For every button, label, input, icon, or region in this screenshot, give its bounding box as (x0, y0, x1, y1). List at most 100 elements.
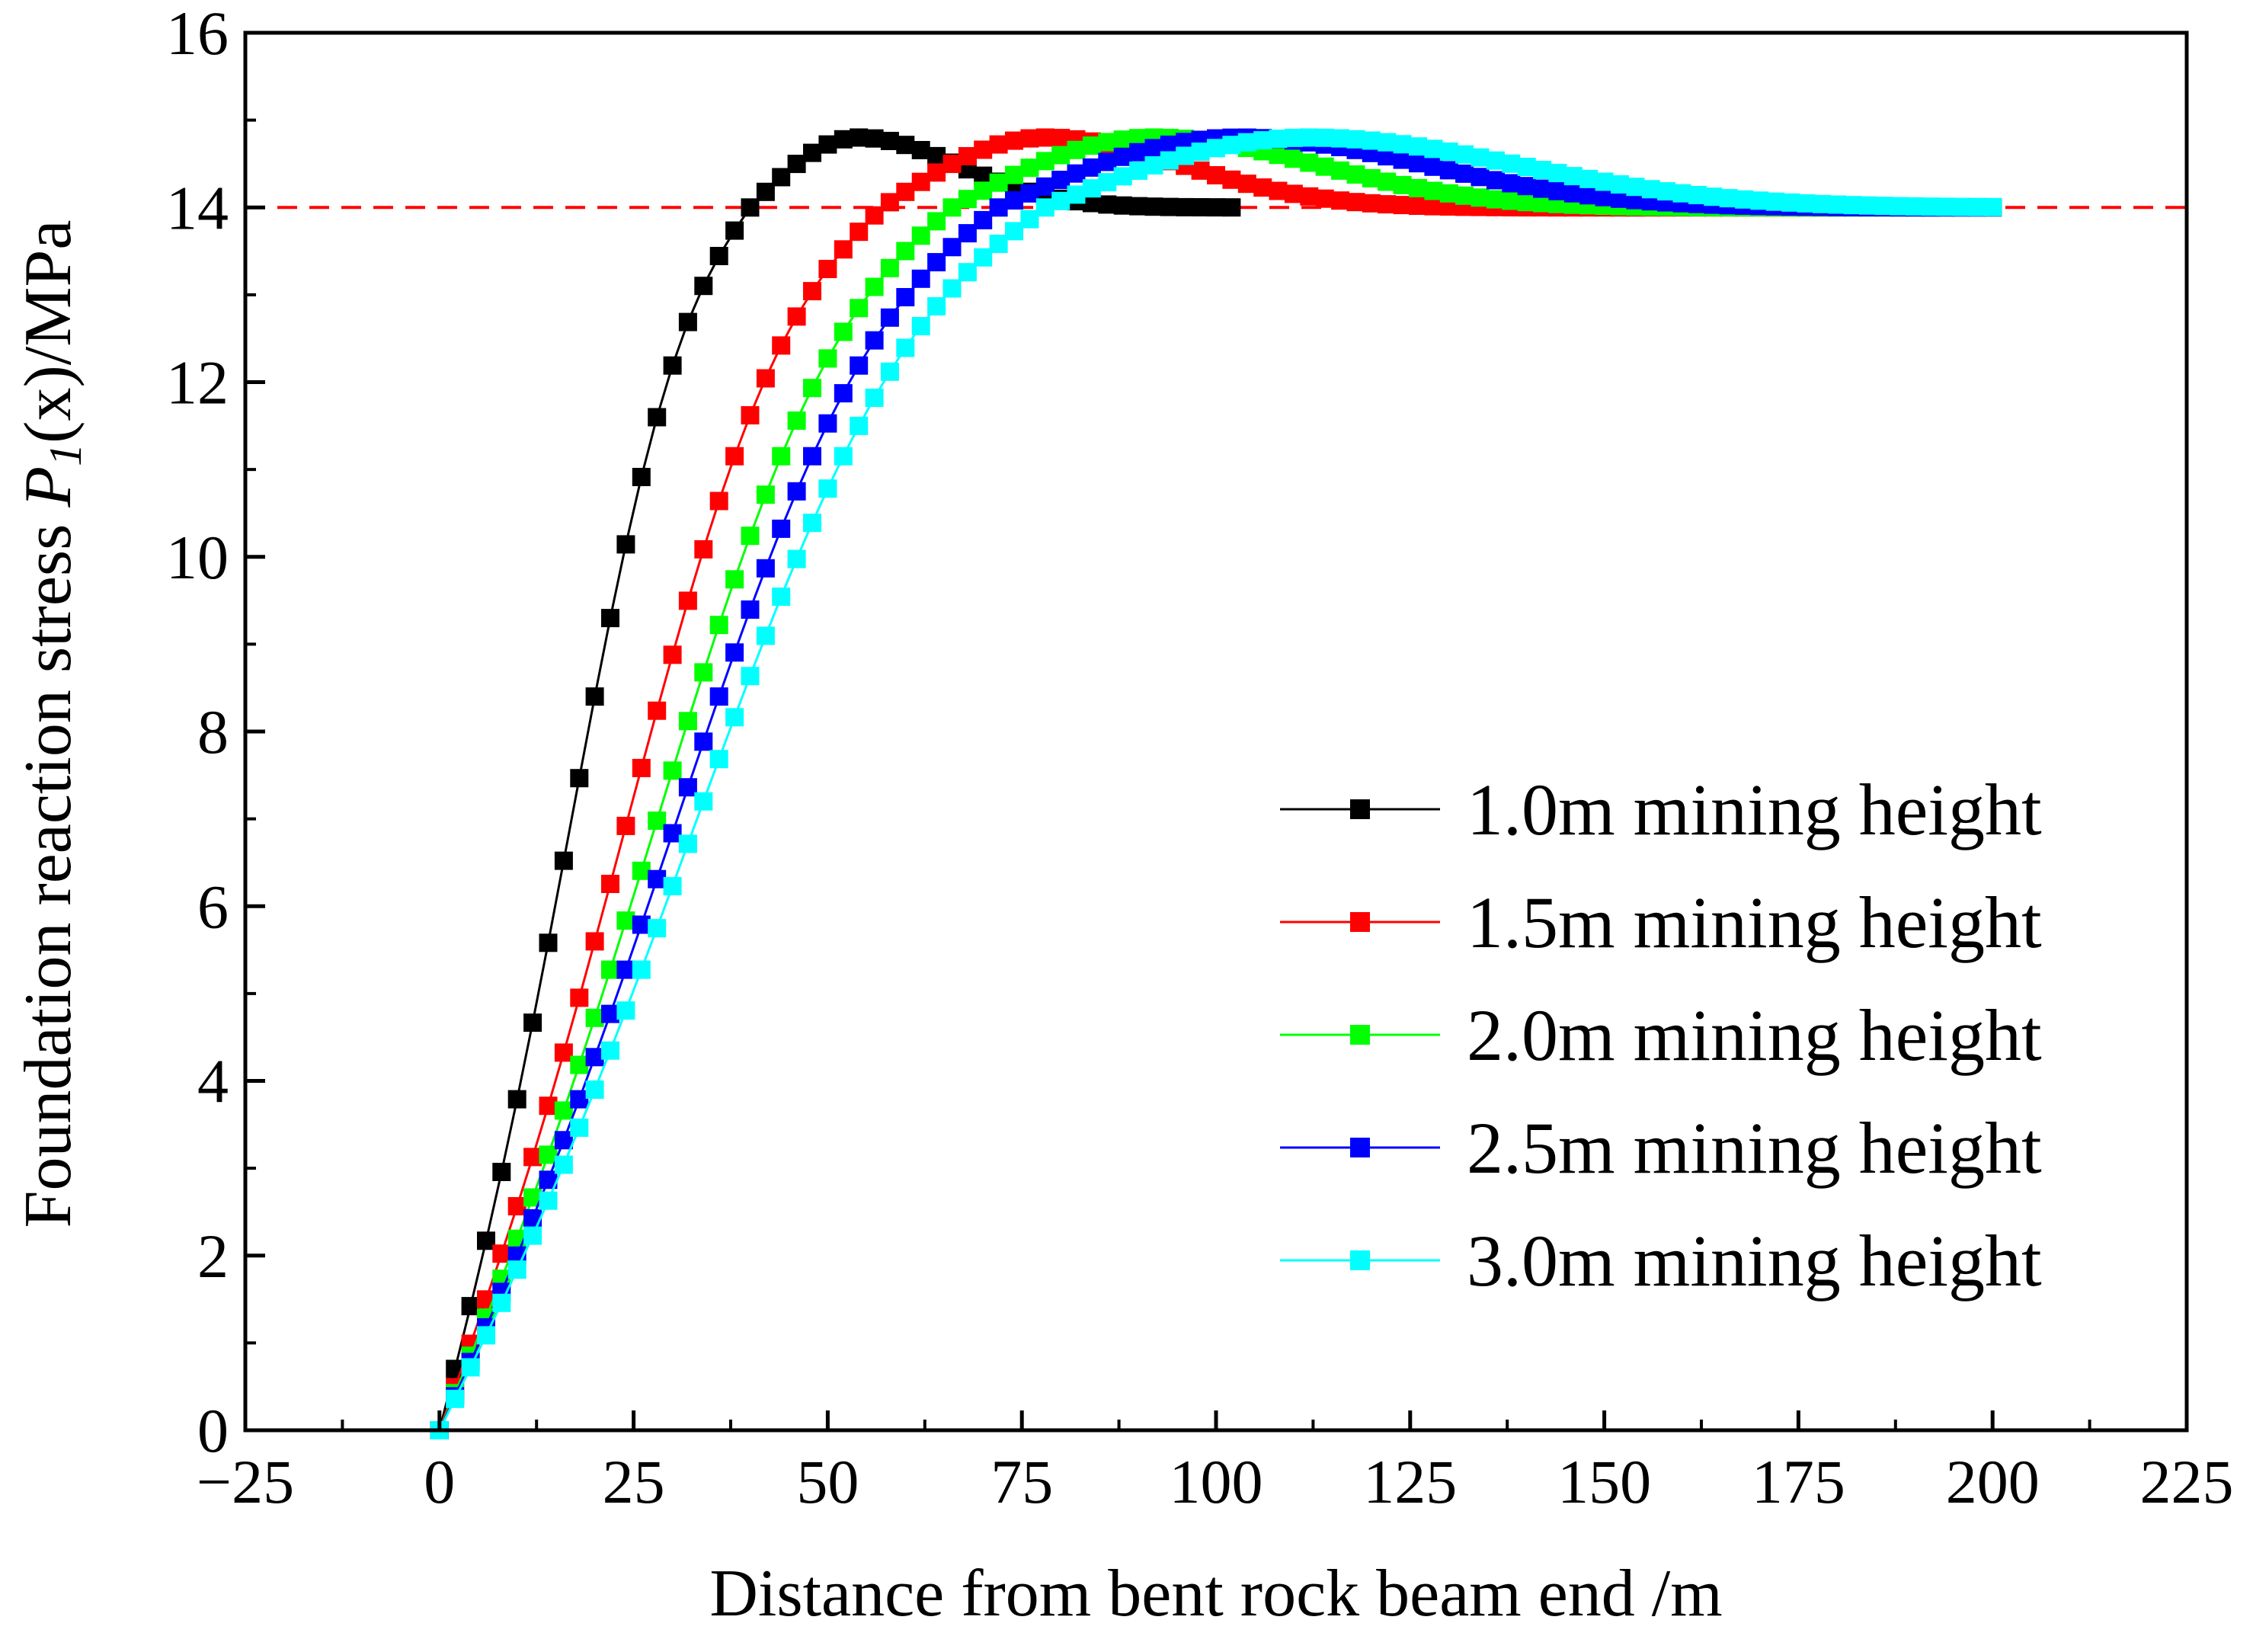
data-point (1595, 172, 1614, 191)
data-point (1082, 158, 1101, 177)
data-point (616, 535, 635, 554)
data-point (725, 221, 744, 240)
data-point (958, 263, 977, 282)
data-point (1424, 181, 1443, 200)
data-point (1222, 170, 1241, 189)
legend-marker (1350, 912, 1370, 932)
data-point (942, 155, 962, 174)
data-point (1517, 177, 1536, 196)
data-point (709, 687, 728, 706)
data-point (1874, 197, 1893, 216)
y-tick-label: 4 (197, 1047, 229, 1116)
data-point (725, 643, 744, 662)
data-point (927, 253, 946, 272)
data-point (865, 129, 884, 148)
data-point (927, 146, 946, 165)
data-point (1005, 222, 1023, 241)
data-point (958, 190, 977, 209)
data-point (1362, 194, 1381, 213)
data-point (539, 1145, 558, 1164)
data-point (523, 1013, 542, 1032)
data-point (1237, 174, 1256, 194)
legend-item: 2.0m mining height (1280, 994, 2042, 1076)
data-point (1455, 145, 1474, 164)
data-point (958, 224, 977, 243)
data-point (974, 248, 993, 267)
data-point (818, 260, 837, 278)
data-point (756, 559, 775, 578)
y-tick-label: 0 (197, 1396, 229, 1465)
data-point (1207, 198, 1225, 217)
data-point (709, 491, 728, 511)
data-point (880, 193, 899, 212)
data-point (834, 447, 853, 466)
data-point (632, 861, 651, 880)
data-point (1144, 197, 1163, 216)
data-point (1269, 130, 1288, 149)
x-tick-label: 50 (796, 1447, 859, 1516)
x-tick-label: 100 (1170, 1447, 1263, 1516)
data-point (1471, 188, 1490, 207)
data-point (1813, 194, 1831, 213)
data-point (1362, 168, 1381, 187)
data-point (1082, 179, 1101, 198)
data-point (1439, 161, 1458, 180)
data-point (1237, 133, 1256, 152)
data-point (1098, 195, 1117, 214)
data-point (974, 210, 993, 229)
data-point (1378, 172, 1397, 191)
data-point (1859, 196, 1878, 215)
data-point (616, 911, 635, 930)
data-point (1284, 149, 1303, 168)
data-point (1098, 152, 1117, 171)
data-point (880, 308, 899, 327)
data-point (741, 198, 760, 217)
data-point (539, 933, 558, 952)
data-point (1005, 191, 1023, 210)
data-point (694, 277, 713, 296)
y-tick-label: 14 (166, 173, 229, 242)
data-point (880, 362, 899, 381)
data-point (1129, 162, 1148, 180)
data-point (725, 708, 744, 727)
data-point (1144, 156, 1163, 174)
data-point (632, 758, 651, 777)
x-tick-label: 175 (1752, 1447, 1845, 1516)
legend-marker (1350, 799, 1370, 819)
data-point (1517, 158, 1536, 176)
data-point (803, 379, 821, 398)
data-point (741, 406, 760, 424)
data-point (989, 235, 1008, 253)
x-tick-label: 125 (1363, 1447, 1457, 1516)
data-point (1439, 184, 1458, 203)
data-point (803, 282, 821, 301)
data-point (1672, 184, 1691, 203)
data-point (601, 875, 619, 893)
data-point (585, 1081, 604, 1099)
data-point (1315, 157, 1334, 176)
data-point (1486, 171, 1505, 190)
data-point (1284, 184, 1303, 203)
data-point (523, 1226, 542, 1245)
legend-item: 1.5m mining height (1280, 882, 2042, 963)
data-point (1688, 186, 1707, 204)
data-point (803, 447, 821, 466)
data-point (1035, 128, 1054, 147)
data-point (1409, 137, 1427, 156)
data-point (1020, 129, 1039, 148)
legend-marker (1350, 1025, 1370, 1045)
data-point (1471, 148, 1490, 167)
data-point (1346, 165, 1365, 184)
data-point (585, 932, 604, 951)
x-tick-label: 25 (603, 1447, 665, 1516)
data-point (507, 1090, 526, 1109)
data-point (1051, 129, 1070, 148)
data-point (507, 1197, 526, 1215)
data-point (756, 369, 775, 388)
x-tick-label: −25 (197, 1447, 294, 1516)
data-point (1362, 131, 1381, 150)
legend-label: 2.5m mining height (1467, 1107, 2042, 1189)
data-point (648, 408, 667, 427)
data-point (601, 1004, 619, 1023)
data-point (461, 1358, 480, 1377)
